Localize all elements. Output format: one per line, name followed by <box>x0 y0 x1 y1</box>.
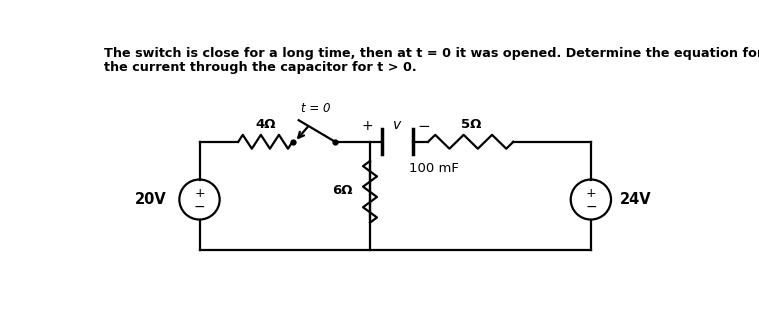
Text: −: − <box>585 199 597 214</box>
Text: +: + <box>585 187 596 200</box>
Text: −: − <box>194 199 206 214</box>
Text: 24V: 24V <box>620 192 652 207</box>
Text: v: v <box>393 118 402 132</box>
Text: The switch is close for a long time, then at t = 0 it was opened. Determine the : The switch is close for a long time, the… <box>104 47 759 60</box>
Text: 100 mF: 100 mF <box>409 162 458 175</box>
Text: +: + <box>362 119 373 133</box>
Text: −: − <box>417 119 430 134</box>
Text: t = 0: t = 0 <box>301 102 330 115</box>
Text: 4Ω: 4Ω <box>255 118 276 131</box>
Text: 5Ω: 5Ω <box>461 118 481 131</box>
Text: 6Ω: 6Ω <box>332 184 353 197</box>
Text: 20V: 20V <box>135 192 167 207</box>
Text: the current through the capacitor for t > 0.: the current through the capacitor for t … <box>104 61 417 74</box>
Text: +: + <box>194 187 205 200</box>
